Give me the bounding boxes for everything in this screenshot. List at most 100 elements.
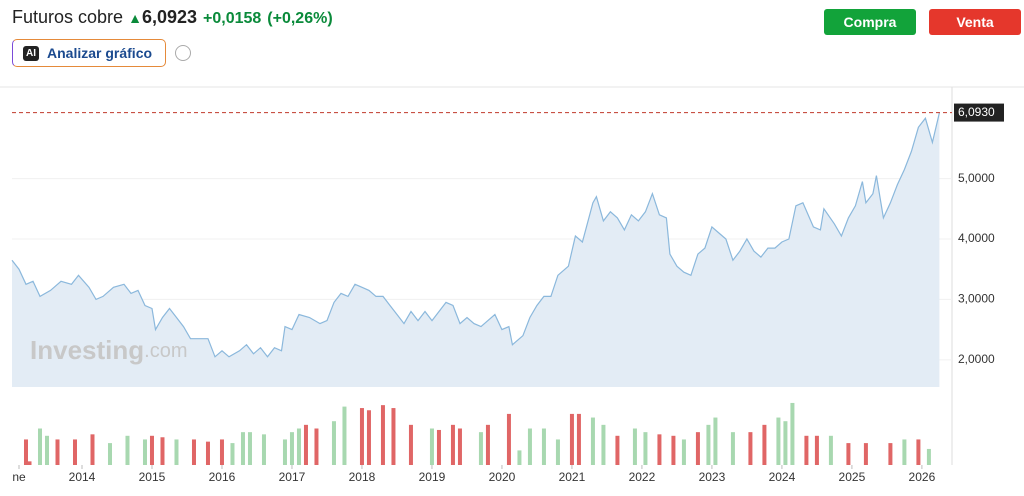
volume-bar xyxy=(27,461,32,465)
volume-bar xyxy=(23,439,28,465)
volume-bar xyxy=(478,432,483,465)
volume-bar xyxy=(783,421,788,465)
volume-bar xyxy=(436,429,441,465)
x-tick-label: 2016 xyxy=(209,470,236,484)
volume-bar xyxy=(37,428,42,465)
volume-bar xyxy=(601,424,606,465)
volume-bar xyxy=(863,443,868,465)
volume-bar xyxy=(888,443,893,465)
volume-bar xyxy=(541,428,546,465)
ai-icon: AI xyxy=(23,45,39,61)
volume-bar xyxy=(450,424,455,465)
info-icon[interactable] xyxy=(175,45,191,61)
volume-bar xyxy=(643,432,648,465)
volume-bar xyxy=(303,424,308,465)
volume-bar xyxy=(632,428,637,465)
volume-bar xyxy=(55,439,60,465)
ai-button[interactable]: AI Analizar gráfico xyxy=(12,39,166,67)
volume-bar xyxy=(261,434,266,465)
y-tick-label: 4,0000 xyxy=(958,231,995,245)
volume-bar xyxy=(762,424,767,465)
volume-bar xyxy=(408,424,413,465)
volume-bar xyxy=(846,443,851,465)
volume-bar xyxy=(713,417,718,465)
volume-bar xyxy=(90,434,95,465)
volume-bar xyxy=(174,439,179,465)
volume-bar xyxy=(916,439,921,465)
x-tick-label: ne xyxy=(12,470,26,484)
change: +0,0158 xyxy=(203,10,262,27)
volume-bar xyxy=(748,432,753,465)
volume-bar xyxy=(160,437,165,465)
volume-bar xyxy=(902,439,907,465)
x-tick-label: 2020 xyxy=(489,470,516,484)
x-tick-label: 2022 xyxy=(629,470,656,484)
volume-bar xyxy=(342,406,347,465)
x-tick-label: 2026 xyxy=(909,470,936,484)
volume-bar xyxy=(72,439,77,465)
volume-bar xyxy=(776,417,781,465)
x-tick-label: 2021 xyxy=(559,470,586,484)
buy-button[interactable]: Compra xyxy=(824,9,916,35)
volume-bar xyxy=(380,405,385,465)
x-tick-label: 2019 xyxy=(419,470,446,484)
volume-bar xyxy=(730,432,735,465)
ai-label: Analizar gráfico xyxy=(47,45,153,61)
volume-bar xyxy=(107,443,112,465)
change-pct: (+0,26%) xyxy=(267,10,333,27)
volume-bar xyxy=(391,408,396,465)
volume-bar xyxy=(142,439,147,465)
y-tick-label: 2,0000 xyxy=(958,352,995,366)
volume-bar xyxy=(681,439,686,465)
x-tick-label: 2015 xyxy=(139,470,166,484)
price: 6,0923 xyxy=(141,7,197,27)
volume-bar xyxy=(671,435,676,465)
volume-bar xyxy=(695,432,700,465)
volume-bar xyxy=(191,439,196,465)
volume-bar xyxy=(366,410,371,465)
volume-bar xyxy=(615,435,620,465)
area xyxy=(12,112,940,388)
volume-bar xyxy=(576,413,581,465)
volume-bar xyxy=(517,450,522,465)
volume-bar xyxy=(219,439,224,465)
volume-bar xyxy=(527,428,532,465)
y-tick-label: 3,0000 xyxy=(958,292,995,306)
volume-bar xyxy=(44,435,49,465)
volume-bar xyxy=(149,435,154,465)
x-tick-label: 2014 xyxy=(69,470,96,484)
x-tick-label: 2024 xyxy=(769,470,796,484)
line xyxy=(11,112,940,358)
volume-bar xyxy=(569,413,574,465)
volume-bar xyxy=(359,408,364,465)
reference-label: 6,0930 xyxy=(958,105,995,119)
reference-tag xyxy=(954,103,1004,122)
volume-bar xyxy=(706,424,711,465)
y-tick-label: 5,0000 xyxy=(958,171,995,185)
x-tick-label: 2018 xyxy=(349,470,376,484)
volume-bar xyxy=(429,428,434,465)
volume-bar xyxy=(296,428,301,465)
volume-bar xyxy=(457,428,462,465)
watermark: Investing.com xyxy=(30,335,187,365)
volume-bar xyxy=(125,435,130,465)
volume-bar xyxy=(926,448,931,465)
x-tick-label: 2023 xyxy=(699,470,726,484)
volume-bar xyxy=(247,432,252,465)
volume-bar xyxy=(240,432,245,465)
volume-bar xyxy=(289,432,294,465)
volume-bar xyxy=(230,443,235,465)
title: Futuros cobre xyxy=(12,7,124,27)
volume-bar xyxy=(506,413,511,465)
sell-button[interactable]: Venta xyxy=(929,9,1021,35)
volume-bar xyxy=(804,435,809,465)
volume-bar xyxy=(205,441,210,465)
volume-bar xyxy=(314,428,319,465)
volume-bar xyxy=(282,439,287,465)
volume-bar xyxy=(331,421,336,465)
volume-bar xyxy=(790,402,795,465)
volume-bar xyxy=(555,439,560,465)
volume-bar xyxy=(485,424,490,465)
